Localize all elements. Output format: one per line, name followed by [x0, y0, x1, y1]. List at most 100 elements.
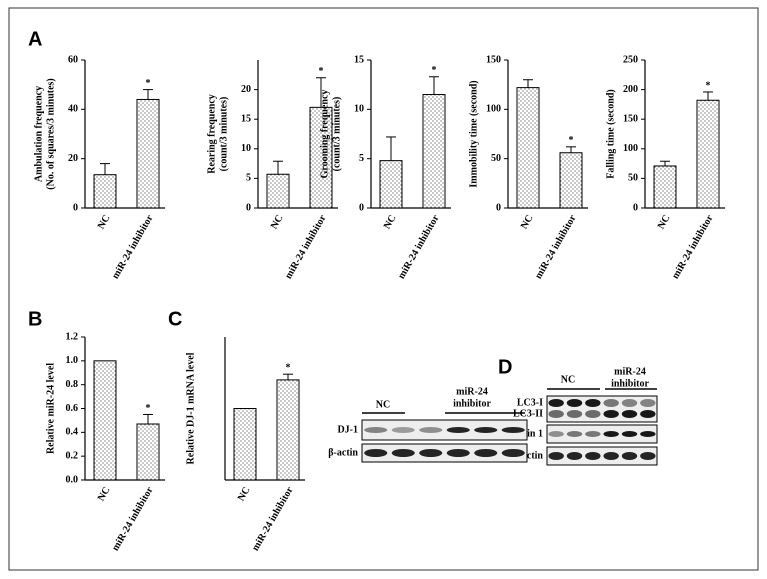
- y-tick-label: 5: [359, 153, 364, 164]
- significance: *: [146, 78, 151, 89]
- band: [548, 431, 564, 437]
- blot: [546, 395, 658, 423]
- bar: [422, 94, 446, 209]
- band: [585, 399, 601, 407]
- x-tick-label: NC: [269, 213, 286, 231]
- blot-row-label: LC3-II: [513, 408, 543, 419]
- blot-group: inhibitor: [611, 378, 649, 389]
- y-axis-label: (count/3 minutes): [331, 97, 342, 172]
- band: [640, 452, 656, 460]
- blot-group: NC: [376, 399, 390, 410]
- y-tick-label: 100: [486, 104, 501, 115]
- y-axis-label: Immobility time (second): [468, 80, 479, 187]
- band: [501, 427, 525, 433]
- band: [603, 399, 619, 407]
- band: [446, 427, 470, 433]
- y-tick-label: 0: [359, 202, 364, 213]
- y-tick-label: 20: [241, 84, 251, 95]
- band: [603, 431, 619, 437]
- y-tick-label: 0: [246, 202, 251, 213]
- band: [621, 399, 638, 407]
- panel-label: B: [28, 308, 42, 330]
- y-tick-label: 100: [623, 143, 638, 154]
- y-tick-label: 5: [246, 173, 251, 184]
- y-tick-label: 20: [68, 153, 78, 164]
- band: [621, 452, 638, 460]
- y-tick-label: 0: [633, 202, 638, 213]
- y-tick-label: 40: [68, 104, 78, 115]
- significance: *: [706, 80, 711, 91]
- y-tick-label: 0.8: [66, 379, 79, 390]
- band: [474, 449, 498, 457]
- y-axis-label: (No. of squares/3 minutes): [45, 78, 56, 189]
- blot-group: NC: [561, 374, 575, 385]
- blot-group: inhibitor: [453, 398, 491, 409]
- blot-row-label: DJ-1: [337, 424, 358, 435]
- y-tick-label: 0.0: [66, 474, 79, 485]
- band: [566, 399, 583, 407]
- y-tick-label: 1.2: [66, 331, 79, 342]
- band: [603, 410, 619, 418]
- x-tick-label: miR-24 inhibitor: [283, 213, 329, 281]
- band: [640, 399, 656, 407]
- bar: [266, 173, 290, 209]
- blot: [361, 443, 528, 463]
- blot-row-label: β-actin: [328, 447, 358, 458]
- x-tick-label: miR-24 inhibitor: [396, 213, 442, 281]
- bar: [559, 152, 583, 209]
- band: [566, 452, 583, 460]
- y-axis-label: Relative DJ-1 mRNA level: [185, 352, 196, 464]
- band: [566, 431, 583, 437]
- bar: [276, 379, 300, 481]
- band: [640, 410, 656, 418]
- y-axis-label: Rearing frequency: [206, 94, 217, 174]
- band: [585, 431, 601, 437]
- y-tick-label: 10: [241, 143, 251, 154]
- x-tick-label: NC: [96, 213, 113, 231]
- band: [501, 449, 525, 457]
- blot-row-label: LC3-I: [517, 397, 543, 408]
- bar: [93, 360, 117, 481]
- band: [585, 452, 601, 460]
- blot-group: miR-24: [456, 386, 488, 397]
- y-axis-label: Grooming frequency: [319, 90, 330, 179]
- y-tick-label: 150: [623, 113, 638, 124]
- y-tick-label: 10: [354, 104, 364, 115]
- y-tick-label: 150: [486, 54, 501, 65]
- x-tick-label: NC: [656, 213, 673, 231]
- panel-label: C: [168, 308, 182, 330]
- band: [364, 427, 388, 433]
- y-tick-label: 0.4: [66, 427, 79, 438]
- bar: [379, 160, 403, 209]
- blot-group: miR-24: [614, 366, 646, 377]
- y-tick-label: 0.2: [66, 450, 79, 461]
- band: [419, 427, 443, 433]
- y-axis-label: (count/3 minutes): [218, 97, 229, 172]
- band: [446, 449, 470, 457]
- y-tick-label: 200: [623, 84, 638, 95]
- significance: *: [432, 65, 437, 76]
- x-tick-label: miR-24 inhibitor: [250, 485, 296, 553]
- frame: [8, 7, 759, 571]
- y-tick-label: 1.0: [66, 355, 79, 366]
- y-axis-label: Ambulation frequency: [33, 86, 44, 182]
- x-tick-label: NC: [519, 213, 536, 231]
- blot: [546, 424, 658, 444]
- significance: *: [569, 135, 574, 146]
- bar: [93, 174, 117, 209]
- band: [391, 449, 415, 457]
- x-tick-label: NC: [236, 485, 253, 503]
- band: [585, 410, 601, 418]
- band: [548, 399, 564, 407]
- blot-row-label: β-actin: [513, 450, 543, 461]
- bar: [516, 87, 540, 209]
- x-tick-label: miR-24 inhibitor: [110, 213, 156, 281]
- band: [621, 431, 638, 437]
- band: [640, 431, 656, 437]
- x-tick-label: miR-24 inhibitor: [533, 213, 579, 281]
- bar: [653, 165, 677, 209]
- x-tick-label: miR-24 inhibitor: [670, 213, 716, 281]
- bar: [136, 98, 160, 209]
- y-tick-label: 0: [73, 202, 78, 213]
- y-tick-label: 50: [491, 153, 501, 164]
